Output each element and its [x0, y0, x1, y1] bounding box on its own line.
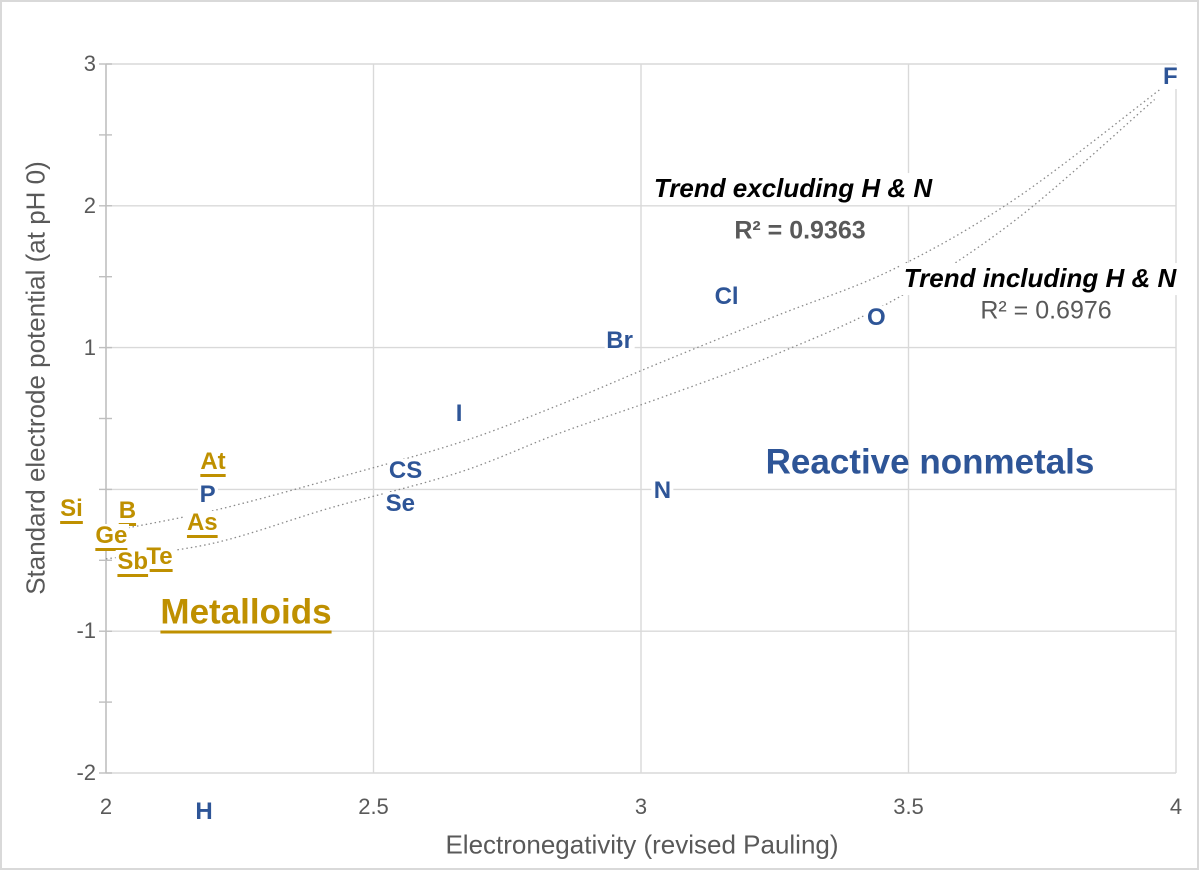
- y-tick-label: 2: [83, 192, 96, 218]
- point-label-Br: Br: [604, 326, 635, 354]
- trend-excluding-label: Trend excluding H & N: [649, 173, 937, 205]
- point-label-CS: CS: [386, 456, 425, 484]
- y-tick-label: 1: [83, 334, 96, 360]
- x-tick-label: 3.5: [893, 794, 924, 819]
- x-axis-title: Electronegativity (revised Pauling): [445, 829, 839, 860]
- point-label-B: B: [116, 496, 139, 524]
- trend-including-label: Trend including H & N: [899, 263, 1181, 295]
- y-tick-label: -1: [76, 618, 96, 644]
- region-label-reactive-nonmetals: Reactive nonmetals: [765, 442, 1095, 482]
- point-label-I: I: [453, 400, 465, 428]
- point-label-As: As: [184, 509, 220, 537]
- point-label-N: N: [651, 476, 674, 504]
- x-tick-label: 3: [634, 794, 648, 819]
- point-label-H: H: [193, 798, 215, 826]
- point-label-Cl: Cl: [712, 282, 741, 310]
- x-tick-label: 2.5: [358, 794, 389, 819]
- x-tick-label: 2: [99, 794, 113, 819]
- y-axis-title: Standard electrode potential (at pH 0): [20, 161, 51, 595]
- point-label-O: O: [865, 303, 888, 331]
- point-label-Se: Se: [383, 489, 417, 517]
- y-tick-label: -2: [76, 760, 96, 785]
- region-label-metalloids: Metalloids: [160, 592, 332, 632]
- trend-excluding-r-squared: R² = 0.9363: [730, 215, 870, 247]
- x-tick-label: 4: [1169, 794, 1183, 819]
- point-label-Si: Si: [58, 495, 85, 523]
- trend-including-r-squared: R² = 0.6976: [976, 295, 1116, 327]
- point-label-F: F: [1160, 63, 1180, 91]
- point-label-At: At: [198, 448, 228, 476]
- point-label-P: P: [197, 481, 218, 509]
- point-label-Sb: Sb: [115, 547, 151, 575]
- y-tick-label: 3: [83, 51, 96, 76]
- point-label-Ge: Ge: [93, 522, 130, 550]
- trendline-including-h-n: [105, 99, 1156, 560]
